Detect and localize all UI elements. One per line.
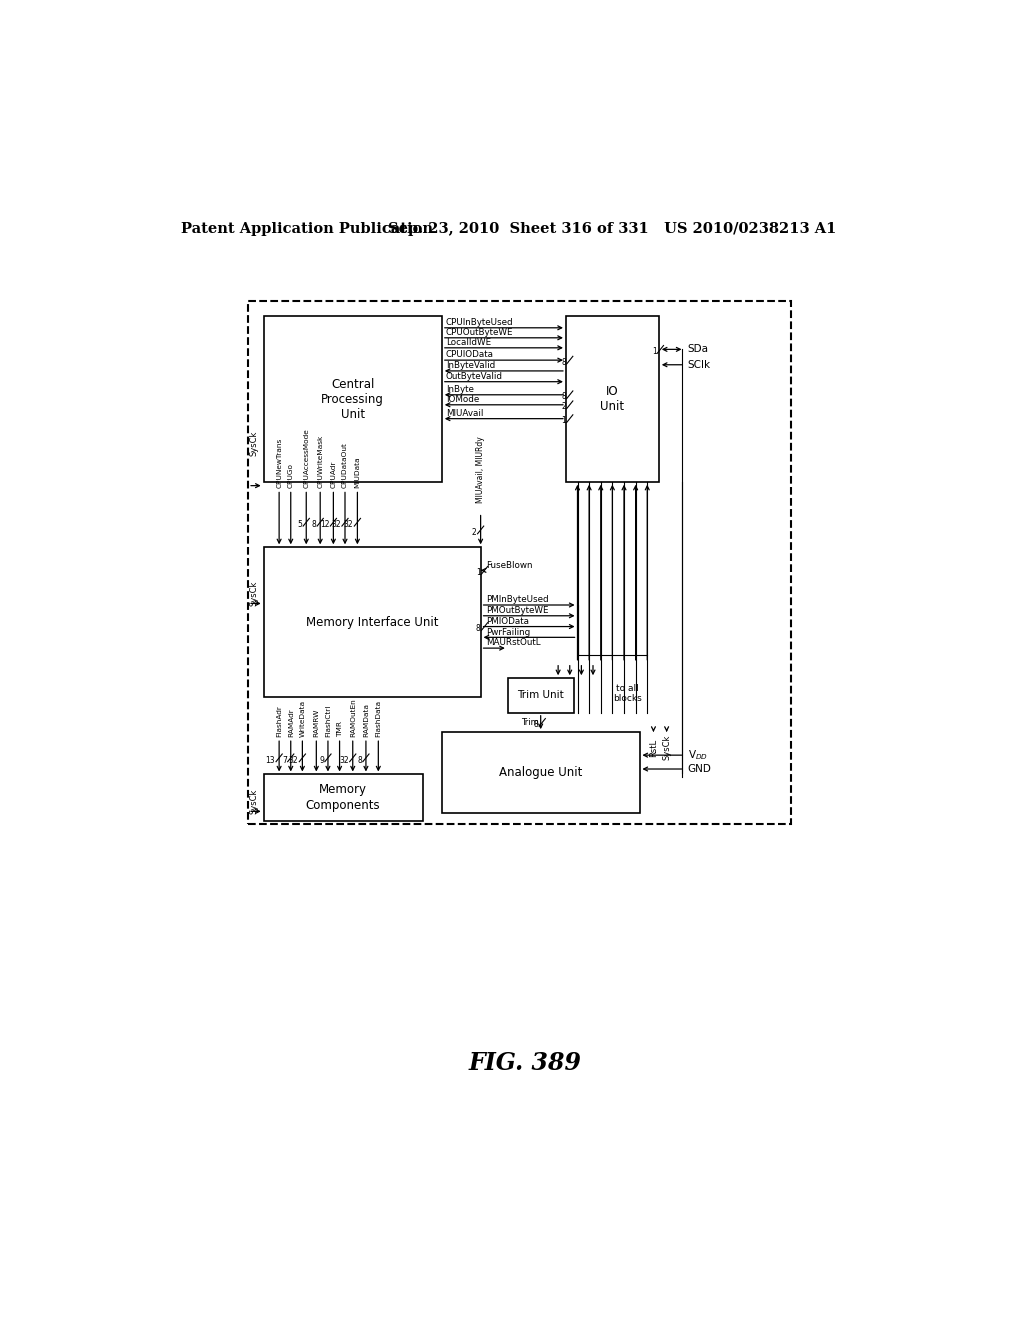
- Bar: [263, 548, 480, 697]
- Text: CPUAccessMode: CPUAccessMode: [303, 428, 309, 488]
- Text: MIUAvail: MIUAvail: [445, 409, 483, 418]
- Text: WriteData: WriteData: [299, 700, 305, 737]
- Text: 8: 8: [561, 358, 566, 367]
- Text: IO
Unit: IO Unit: [600, 385, 625, 413]
- Text: Trim: Trim: [521, 718, 540, 727]
- Text: 8: 8: [534, 721, 539, 729]
- Bar: [248, 301, 791, 825]
- Text: 8: 8: [476, 624, 480, 634]
- Text: Trim Unit: Trim Unit: [517, 690, 564, 701]
- Text: V$_{DD}$: V$_{DD}$: [687, 748, 708, 762]
- Text: 8: 8: [311, 520, 316, 529]
- Text: Memory Interface Unit: Memory Interface Unit: [306, 616, 438, 628]
- Text: to all
blocks: to all blocks: [613, 684, 642, 704]
- Text: SysCk: SysCk: [663, 735, 671, 760]
- Text: Patent Application Publication: Patent Application Publication: [180, 222, 433, 235]
- Text: SDa: SDa: [687, 345, 709, 354]
- Text: CPUAdr: CPUAdr: [331, 461, 336, 488]
- Text: SysCk: SysCk: [250, 581, 259, 606]
- Bar: [508, 678, 573, 713]
- Text: MAURstOutL: MAURstOutL: [486, 639, 541, 647]
- Text: FlashAdr: FlashAdr: [276, 705, 283, 737]
- Text: CPUDataOut: CPUDataOut: [342, 442, 348, 488]
- Text: CPUNewTrans: CPUNewTrans: [276, 438, 283, 488]
- Text: GND: GND: [687, 764, 712, 774]
- Text: CPUWriteMask: CPUWriteMask: [317, 434, 324, 488]
- Text: RAMData: RAMData: [362, 702, 369, 737]
- Text: 2: 2: [561, 403, 566, 412]
- Text: Sep. 23, 2010  Sheet 316 of 331   US 2010/0238213 A1: Sep. 23, 2010 Sheet 316 of 331 US 2010/0…: [388, 222, 836, 235]
- Text: 32: 32: [289, 755, 299, 764]
- Text: 8: 8: [561, 392, 566, 401]
- Text: 7: 7: [282, 755, 287, 764]
- Text: PwrFailing: PwrFailing: [486, 627, 530, 636]
- Text: CPUInByteUsed: CPUInByteUsed: [445, 318, 513, 327]
- Text: OutByteValid: OutByteValid: [445, 372, 503, 381]
- Text: 32: 32: [339, 755, 349, 764]
- Text: InByteValid: InByteValid: [445, 362, 495, 370]
- Text: TMR: TMR: [337, 721, 343, 737]
- Text: SysCk: SysCk: [250, 430, 259, 455]
- Text: FuseBlown: FuseBlown: [486, 561, 532, 570]
- Text: FlashCtrl: FlashCtrl: [325, 705, 331, 737]
- Text: 13: 13: [265, 755, 275, 764]
- Text: Central
Processing
Unit: Central Processing Unit: [322, 378, 384, 421]
- Text: IOMode: IOMode: [445, 395, 479, 404]
- Text: 1: 1: [652, 347, 656, 356]
- Text: 1: 1: [561, 416, 566, 425]
- Text: CPUOutByteWE: CPUOutByteWE: [445, 329, 513, 337]
- Bar: [442, 733, 640, 813]
- Text: 32: 32: [332, 520, 341, 529]
- Text: 2: 2: [472, 528, 477, 537]
- Text: FlashData: FlashData: [376, 700, 381, 737]
- Text: LocalIdWE: LocalIdWE: [445, 338, 490, 347]
- Text: 8: 8: [357, 755, 362, 764]
- Bar: [566, 317, 658, 482]
- Text: RAMAdr: RAMAdr: [288, 708, 294, 737]
- Text: FIG. 389: FIG. 389: [468, 1051, 582, 1076]
- Text: 12: 12: [319, 520, 330, 529]
- Text: Analogue Unit: Analogue Unit: [499, 766, 583, 779]
- Text: MIUData: MIUData: [354, 457, 360, 488]
- Text: 32: 32: [344, 520, 353, 529]
- Text: CPUGo: CPUGo: [288, 463, 294, 488]
- Text: SysCk: SysCk: [250, 788, 259, 814]
- Text: InByte: InByte: [445, 385, 474, 395]
- Text: CPUIOData: CPUIOData: [445, 350, 494, 359]
- Text: RstL: RstL: [649, 738, 658, 756]
- Text: PMInByteUsed: PMInByteUsed: [486, 595, 549, 605]
- Text: Memory
Components: Memory Components: [306, 784, 380, 812]
- Text: RAMRW: RAMRW: [313, 709, 319, 737]
- Text: RAMOutEn: RAMOutEn: [350, 698, 355, 737]
- Text: PMIOData: PMIOData: [486, 616, 529, 626]
- Text: PMOutByteWE: PMOutByteWE: [486, 606, 549, 615]
- Bar: [263, 317, 442, 482]
- Text: 9: 9: [319, 755, 324, 764]
- Text: 1: 1: [476, 568, 480, 577]
- Text: 5: 5: [298, 520, 302, 529]
- Text: MIUAvail, MIURdy: MIUAvail, MIURdy: [476, 437, 485, 503]
- Bar: [263, 775, 423, 821]
- Text: SCIk: SCIk: [687, 360, 711, 370]
